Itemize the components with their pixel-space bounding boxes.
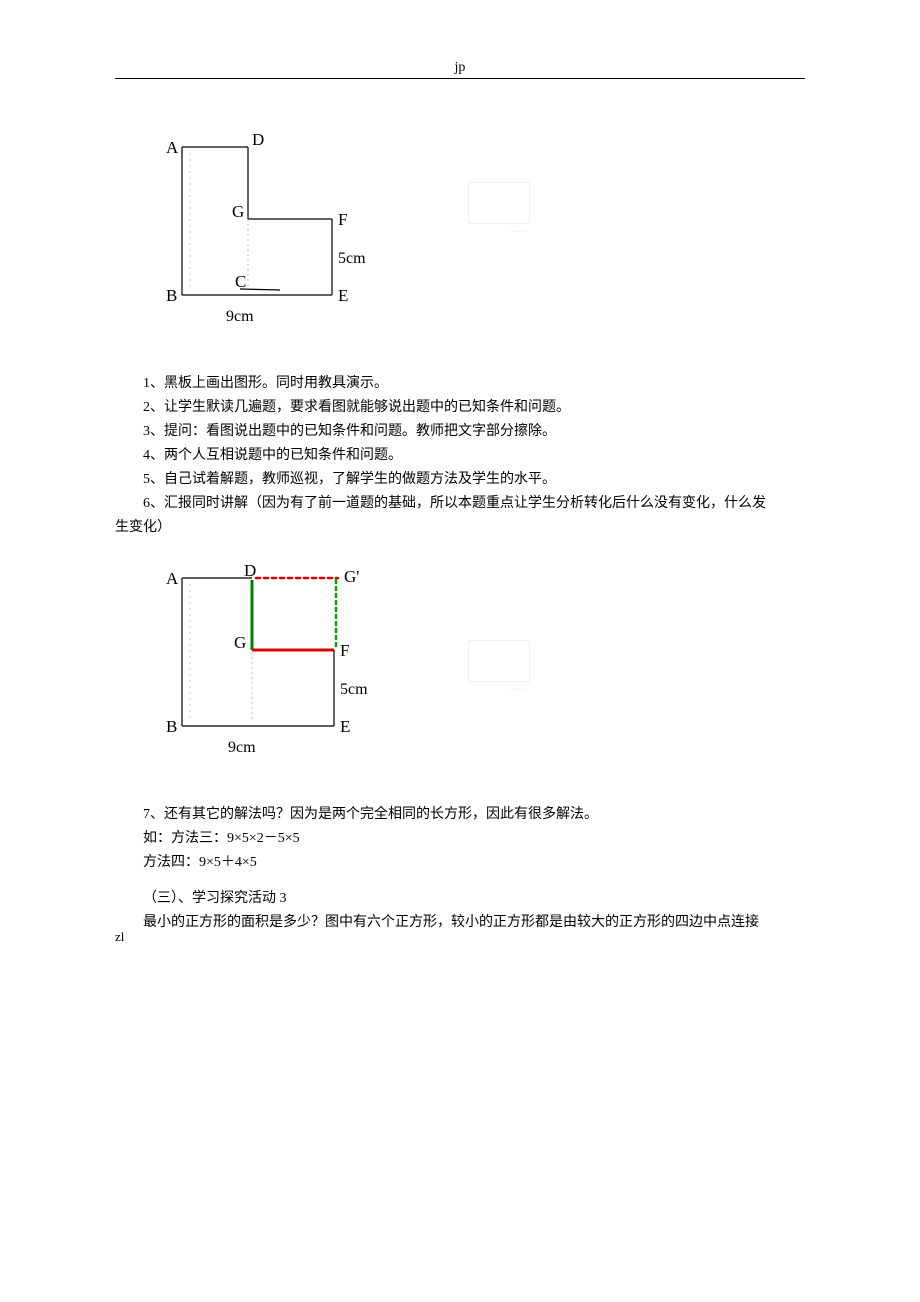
label-G: G xyxy=(234,633,246,652)
label-D: D xyxy=(244,561,256,580)
body-block-1: 1、黑板上画出图形。同时用教具演示。 2、让学生默读几遍题，要求看图就能够说出题… xyxy=(115,372,805,540)
line-9: 方法四：9×5＋4×5 xyxy=(115,851,805,875)
line-10: （三）、学习探究活动 3 xyxy=(115,887,805,911)
label-Gprime: G' xyxy=(344,567,359,586)
watermark-box-1: …… xyxy=(468,182,528,230)
label-A: A xyxy=(166,138,179,157)
label-F: F xyxy=(340,641,349,660)
page-footer: zl xyxy=(115,929,124,945)
watermark-box-2: …… xyxy=(468,640,528,688)
label-A: A xyxy=(166,569,179,588)
line-3: 3、提问：看图说出题中的已知条件和问题。教师把文字部分擦除。 xyxy=(115,420,805,444)
line-8: 如：方法三：9×5×2－5×5 xyxy=(115,827,805,851)
dim-5cm: 5cm xyxy=(340,681,368,698)
line-2: 2、让学生默读几遍题，要求看图就能够说出题中的已知条件和问题。 xyxy=(115,396,805,420)
line-7: 7、还有其它的解法吗？因为是两个完全相同的长方形，因此有很多解法。 xyxy=(115,803,805,827)
footer-label: zl xyxy=(115,929,124,944)
body-block-2: 7、还有其它的解法吗？因为是两个完全相同的长方形，因此有很多解法。 如：方法三：… xyxy=(115,803,805,935)
diagram-1: A D G F C B E 5cm 9cm xyxy=(140,129,805,342)
dim-5cm: 5cm xyxy=(338,250,366,267)
spacer xyxy=(115,875,805,887)
header-label: jp xyxy=(455,60,466,75)
label-C: C xyxy=(235,272,246,291)
label-B: B xyxy=(166,286,177,305)
line-4: 4、两个人互相说题中的已知条件和问题。 xyxy=(115,444,805,468)
page-header: jp xyxy=(115,60,805,79)
label-D: D xyxy=(252,130,264,149)
label-F: F xyxy=(338,210,347,229)
line-6b: 生变化） xyxy=(115,516,805,540)
line-1: 1、黑板上画出图形。同时用教具演示。 xyxy=(115,372,805,396)
line-11: 最小的正方形的面积是多少？图中有六个正方形，较小的正方形都是由较大的正方形的四边… xyxy=(115,911,805,935)
label-E: E xyxy=(340,717,350,736)
label-G: G xyxy=(232,202,244,221)
dim-9cm: 9cm xyxy=(228,739,256,756)
label-E: E xyxy=(338,286,348,305)
line-6a: 6、汇报同时讲解（因为有了前一道题的基础，所以本题重点让学生分析转化后什么没有变… xyxy=(115,492,805,516)
label-B: B xyxy=(166,717,177,736)
dim-9cm: 9cm xyxy=(226,308,254,325)
line-5: 5、自己试着解题，教师巡视，了解学生的做题方法及学生的水平。 xyxy=(115,468,805,492)
